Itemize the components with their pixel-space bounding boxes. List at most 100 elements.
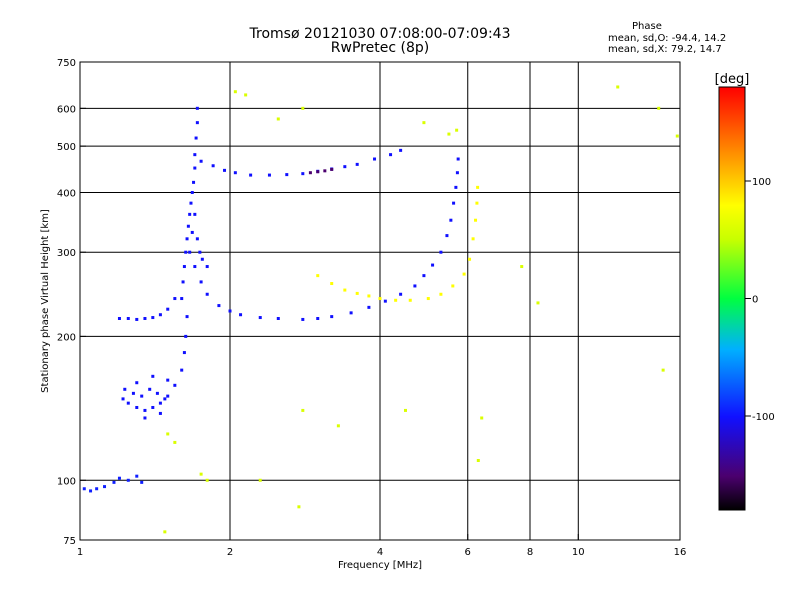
- data-point: [103, 485, 107, 489]
- y-tick-label: 400: [57, 188, 76, 199]
- data-point: [182, 351, 186, 355]
- colorbar-tick-label: 0: [752, 295, 758, 306]
- data-point: [158, 411, 162, 415]
- data-point: [520, 265, 524, 269]
- chart-subtitle: RwPretec (8p): [330, 40, 430, 56]
- data-point: [394, 298, 398, 302]
- data-point: [233, 171, 237, 175]
- data-point: [323, 169, 327, 173]
- data-point: [190, 230, 194, 234]
- data-point: [367, 305, 371, 309]
- data-point: [445, 234, 449, 238]
- data-point: [258, 316, 262, 320]
- data-point: [126, 478, 130, 482]
- data-point: [143, 408, 147, 412]
- data-point: [123, 387, 127, 391]
- data-point: [439, 250, 443, 254]
- data-point: [475, 201, 479, 205]
- data-point: [330, 167, 334, 171]
- phase-stats-title: Phase: [632, 21, 662, 32]
- data-point: [301, 106, 305, 110]
- data-point: [244, 93, 248, 97]
- x-tick-label: 16: [674, 547, 687, 558]
- y-tick-label: 300: [57, 248, 76, 259]
- data-point: [462, 272, 466, 276]
- data-point: [389, 153, 393, 157]
- data-point: [199, 280, 203, 284]
- data-point: [413, 284, 417, 288]
- data-point: [233, 90, 237, 94]
- data-point: [158, 313, 162, 317]
- y-axis-label: Stationary phase Virtual Height [km]: [40, 209, 51, 393]
- data-point: [431, 263, 435, 267]
- data-point: [447, 132, 451, 136]
- data-point: [190, 190, 194, 194]
- data-point: [185, 237, 189, 241]
- phase-stats-x-mode: mean, sd,X: 79.2, 14.7: [608, 44, 722, 55]
- data-point: [89, 489, 93, 493]
- data-point: [135, 317, 139, 321]
- data-point: [343, 288, 347, 292]
- data-point: [223, 168, 227, 172]
- data-point: [192, 180, 196, 184]
- colorbar-tick-label: -100: [752, 412, 775, 423]
- data-point: [82, 487, 86, 491]
- data-points: [82, 85, 679, 534]
- data-point: [126, 316, 130, 320]
- data-point: [476, 458, 480, 462]
- data-point: [198, 250, 202, 254]
- x-tick-label: 10: [572, 547, 585, 558]
- data-point: [316, 316, 320, 320]
- y-tick-label: 750: [57, 58, 76, 69]
- y-tick-label: 75: [63, 536, 76, 547]
- data-point: [189, 201, 193, 205]
- data-point: [373, 157, 377, 161]
- chart-title: Tromsø 20121030 07:08:00-07:09:43: [249, 26, 511, 42]
- data-point: [468, 257, 472, 261]
- data-point: [199, 472, 203, 476]
- data-point: [403, 408, 407, 412]
- data-point: [184, 250, 188, 254]
- data-point: [239, 313, 243, 317]
- data-point: [193, 153, 197, 157]
- data-point: [140, 394, 144, 398]
- data-point: [301, 172, 305, 176]
- data-point: [205, 292, 209, 296]
- data-point: [151, 374, 155, 378]
- data-point: [455, 128, 459, 132]
- data-point: [330, 315, 334, 319]
- data-point: [188, 212, 192, 216]
- data-point: [267, 173, 271, 177]
- data-point: [200, 257, 204, 261]
- data-point: [205, 478, 209, 482]
- x-tick-label: 6: [465, 547, 471, 558]
- data-point: [301, 317, 305, 321]
- data-point: [480, 416, 484, 420]
- data-point: [199, 159, 203, 163]
- data-point: [188, 250, 192, 254]
- x-tick-label: 4: [377, 547, 383, 558]
- data-point: [657, 106, 661, 110]
- data-point: [456, 157, 460, 161]
- data-point: [454, 185, 458, 189]
- data-point: [616, 85, 620, 89]
- data-point: [181, 280, 185, 284]
- data-point: [451, 284, 455, 288]
- data-point: [195, 121, 199, 125]
- data-point: [452, 201, 456, 205]
- data-point: [173, 297, 177, 301]
- x-tick-label: 8: [527, 547, 533, 558]
- y-tick-label: 100: [57, 476, 76, 487]
- data-point: [166, 394, 170, 398]
- data-point: [399, 292, 403, 296]
- data-point: [166, 432, 170, 436]
- data-point: [185, 315, 189, 319]
- data-point: [193, 265, 197, 269]
- x-axis-label: Frequency [MHz]: [338, 560, 422, 571]
- phase-stats-o-mode: mean, sd,O: -94.4, 14.2: [608, 33, 727, 44]
- data-point: [228, 309, 232, 313]
- data-point: [112, 480, 116, 484]
- data-point: [661, 368, 665, 372]
- data-point: [173, 383, 177, 387]
